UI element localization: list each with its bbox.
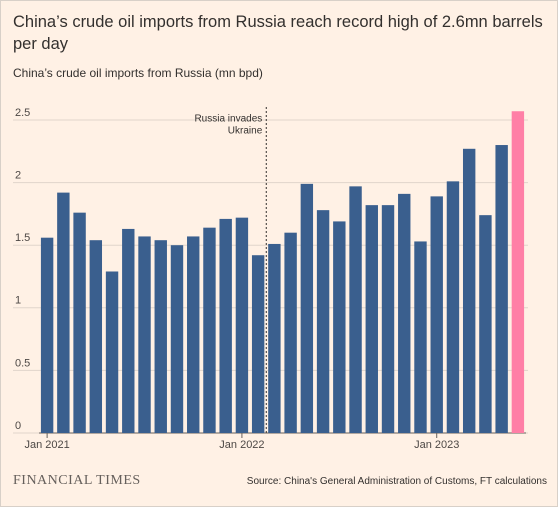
- bar: [122, 228, 135, 433]
- y-tick-label: 0: [15, 420, 21, 432]
- bar: [219, 218, 232, 433]
- logo: FINANCIAL TIMES: [13, 473, 141, 488]
- bar: [446, 181, 460, 433]
- bar: [57, 192, 70, 433]
- bar: [40, 237, 54, 433]
- bar: [333, 221, 346, 433]
- x-tick-label: Jan 2023: [414, 439, 459, 451]
- y-tick-label: 1.5: [15, 232, 30, 244]
- bar: [187, 236, 200, 433]
- bar: [170, 245, 184, 433]
- bar: [284, 232, 297, 433]
- bar: [268, 243, 281, 433]
- annotation: Ukraine: [228, 126, 263, 137]
- x-tick-label: Jan 2021: [24, 439, 69, 451]
- bar: [73, 212, 86, 433]
- bar: [479, 215, 492, 433]
- bar: [511, 111, 525, 434]
- bar: [365, 205, 378, 433]
- bar: [381, 205, 395, 433]
- bar: [349, 186, 362, 433]
- y-tick-label: 2.5: [15, 107, 30, 119]
- bar: [430, 196, 443, 433]
- y-tick-label: 2: [15, 170, 21, 182]
- bar: [300, 183, 314, 433]
- y-tick-label: 0.5: [15, 357, 30, 369]
- chart-title: China’s crude oil imports from Russia re…: [13, 13, 543, 53]
- bar: [203, 227, 216, 433]
- bar: [462, 148, 476, 433]
- bar: [105, 271, 119, 433]
- source: Source: China's General Administration o…: [246, 476, 547, 487]
- bar: [89, 240, 103, 433]
- annotation: Russia invades: [194, 114, 262, 125]
- x-tick-label: Jan 2022: [219, 439, 264, 451]
- chart-subtitle: China’s crude oil imports from Russia (m…: [13, 66, 263, 80]
- y-tick-label: 1: [15, 295, 21, 307]
- bar: [316, 210, 330, 433]
- bar: [251, 255, 265, 433]
- bar: [235, 217, 249, 433]
- bar: [495, 145, 508, 434]
- bar: [414, 241, 427, 433]
- bar: [398, 193, 411, 433]
- bar: [138, 236, 151, 433]
- bar: [154, 240, 167, 433]
